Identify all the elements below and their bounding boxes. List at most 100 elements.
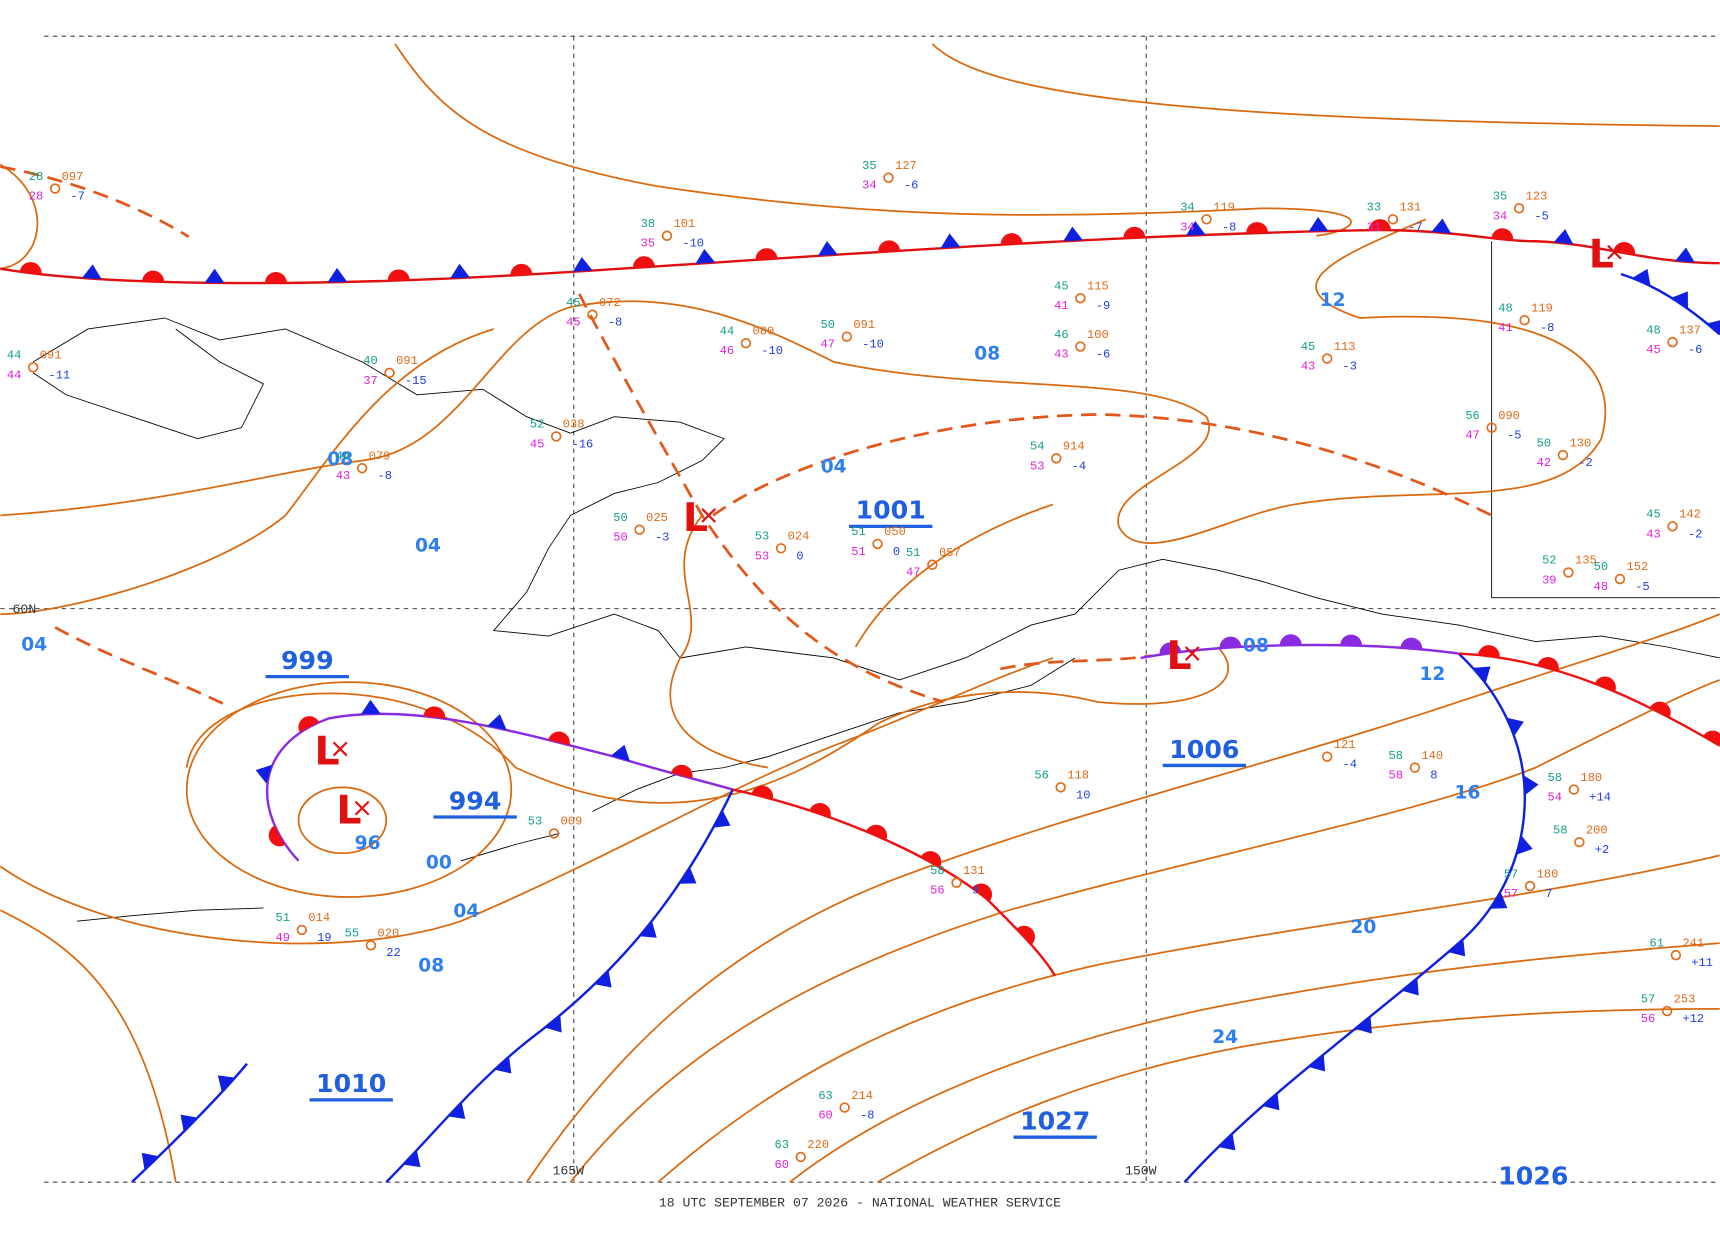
cold-symbol — [448, 1102, 466, 1120]
station-temp: 50 — [1594, 560, 1608, 574]
station-marker — [1075, 293, 1086, 304]
cold-front-symbol — [1675, 247, 1695, 263]
isobar-label: 08 — [327, 449, 353, 470]
cold-front-symbol — [1671, 291, 1688, 309]
cold-front-symbol — [360, 699, 381, 715]
cold-symbol — [450, 263, 470, 279]
warm-front-symbol — [298, 716, 320, 733]
station-marker — [927, 559, 938, 570]
station-marker — [296, 924, 308, 936]
station-dew: 60 — [774, 1158, 788, 1172]
isobar-label: 96 — [355, 833, 381, 854]
station-tendency: 8 — [1430, 769, 1437, 783]
cold-symbol — [610, 744, 630, 762]
cold-front-symbol — [1308, 1054, 1326, 1072]
grid-label: 150W — [1125, 1163, 1157, 1178]
warm-front-symbol — [1477, 645, 1500, 658]
cold-symbol — [1185, 220, 1206, 236]
station-temp: 56 — [1465, 409, 1479, 423]
warm-symbol — [1016, 925, 1035, 945]
station-tendency: +14 — [1589, 791, 1611, 805]
station-temp: 53 — [755, 530, 769, 544]
isobar-label: 20 — [1350, 917, 1376, 938]
warm-front-symbol — [387, 269, 410, 281]
warm-front-symbol — [1016, 925, 1035, 945]
station-dew: 35 — [641, 237, 655, 251]
cold-symbol — [1506, 717, 1524, 737]
warm-symbol — [972, 883, 993, 902]
warm-symbol — [1400, 637, 1423, 650]
cold-front-symbol — [1262, 1092, 1280, 1111]
station-dew: 37 — [363, 374, 377, 388]
station-tendency: -16 — [572, 437, 594, 451]
station-temp: 58 — [930, 864, 944, 878]
warm-front-symbol — [1123, 226, 1146, 239]
isobar-label: 04 — [453, 901, 479, 922]
station-pressure: 091 — [40, 349, 62, 363]
warm-symbol — [809, 802, 831, 818]
station-tendency: 7 — [1545, 887, 1552, 901]
station-tendency: -15 — [405, 374, 427, 388]
warm-front-symbol — [1159, 642, 1182, 655]
station-temp: 50 — [821, 318, 835, 332]
station-pressure: 009 — [561, 815, 583, 829]
station-tendency: -6 — [904, 179, 918, 193]
station-pressure: 115 — [1087, 280, 1109, 294]
station-pressure: 038 — [563, 418, 585, 432]
station-dew: 45 — [566, 316, 580, 330]
warm-front-symbol — [264, 272, 287, 284]
isobar-label: 04 — [821, 457, 847, 478]
station-temp: 45 — [1301, 340, 1315, 354]
cold-front-symbol — [639, 921, 657, 938]
low-cross — [701, 508, 717, 523]
station-pressure: 079 — [369, 449, 391, 463]
station-marker — [365, 940, 377, 951]
warm-front-symbol — [1279, 634, 1302, 646]
station-marker — [1524, 880, 1536, 892]
cold-front-symbol — [545, 1015, 562, 1033]
pressure-center: 1010 — [316, 1069, 386, 1098]
station-dew: 42 — [1537, 456, 1551, 470]
station-tendency: -7 — [1408, 220, 1422, 234]
isobars — [0, 43, 1720, 1183]
cold-front-symbol — [1553, 229, 1574, 245]
cold-front-symbol — [180, 1114, 198, 1132]
station-pressure: 241 — [1682, 936, 1704, 950]
station-marker — [661, 230, 673, 241]
station-temp: 40 — [363, 354, 377, 368]
grid-label: 165W — [553, 1163, 585, 1178]
station-pressure: 113 — [1334, 340, 1356, 354]
station-temp: 58 — [1553, 823, 1567, 837]
station-temp: 52 — [530, 418, 544, 432]
station-tendency: +12 — [1682, 1012, 1704, 1026]
cold-front-symbol — [1402, 978, 1419, 996]
station-marker — [1557, 449, 1569, 461]
warm-front-symbol — [1613, 242, 1636, 255]
warm-front-symbol — [19, 262, 42, 275]
station-marker — [1661, 1005, 1673, 1017]
pressure-center: 1006 — [1169, 735, 1239, 764]
station-marker — [1055, 782, 1066, 793]
cold-front-symbol — [327, 267, 348, 283]
station-pressure: 100 — [1087, 328, 1109, 342]
station-tendency: -3 — [1343, 360, 1357, 374]
station-pressure: 135 — [1575, 554, 1597, 568]
station-dew: 46 — [720, 344, 734, 358]
cold-front-symbol — [695, 248, 716, 264]
station-pressure: 214 — [851, 1089, 873, 1103]
cold-symbol — [494, 1056, 512, 1074]
station-dew: 53 — [755, 549, 769, 563]
warm-front-symbol — [1491, 228, 1514, 241]
cold-front-symbol — [448, 1102, 466, 1120]
station-temp: 51 — [276, 911, 290, 925]
station-dew: 31 — [1367, 220, 1381, 234]
cold-front-symbol — [81, 264, 102, 280]
cold-symbol — [1063, 226, 1083, 242]
station-dew: 41 — [1498, 321, 1512, 335]
isobar-label: 16 — [1455, 782, 1481, 803]
station-marker — [1614, 573, 1626, 585]
warm-front-symbol — [751, 785, 774, 800]
isobar-label: 04 — [415, 536, 441, 557]
station-tendency: -2 — [1688, 527, 1702, 541]
